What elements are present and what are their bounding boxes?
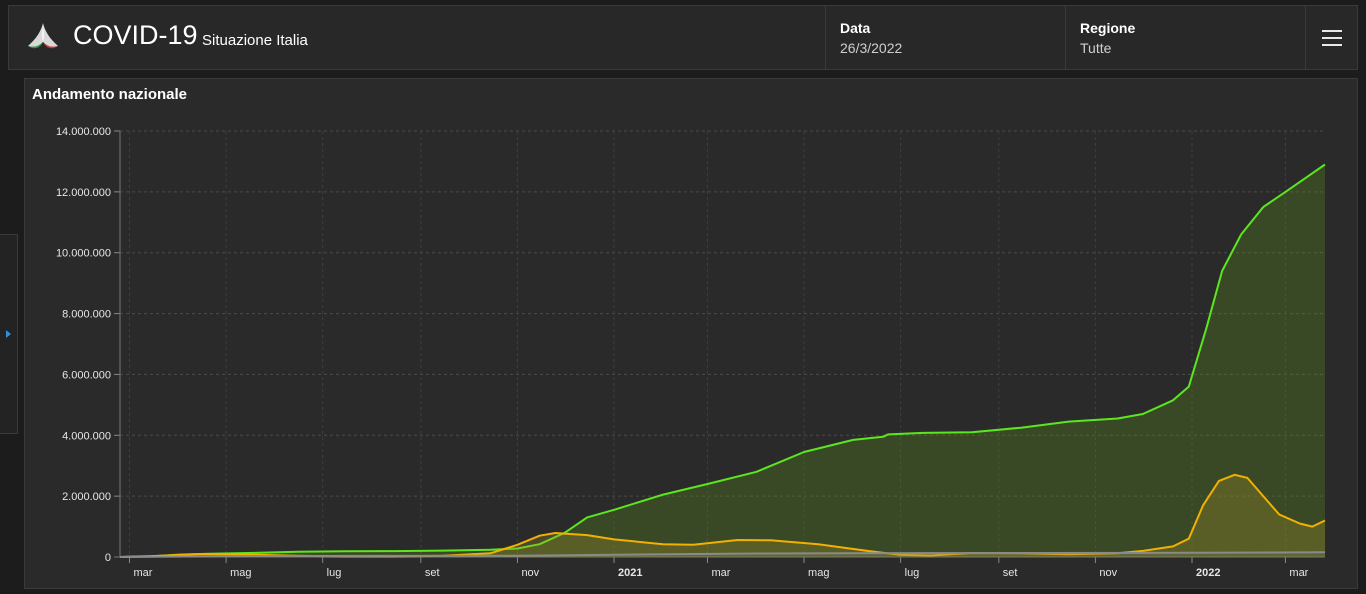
x-tick-label: mar [711,567,730,579]
date-label: Data [840,20,871,36]
region-panel[interactable]: Regione Tutte [1065,6,1305,69]
x-tick-label: set [425,567,440,579]
app-subtitle: Situazione Italia [202,32,308,49]
region-label: Regione [1080,20,1136,36]
x-tick-label: mar [1289,567,1308,579]
x-tick-label: mag [230,567,251,579]
header-bar: COVID-19 Situazione Italia Data 26/3/202… [8,5,1358,70]
x-tick-label: 2021 [618,567,642,579]
protezione-civile-logo [28,23,58,49]
y-tick-label: 2.000.000 [62,491,111,503]
series-2-line [119,551,1326,558]
series-1-area [120,474,1325,557]
date-panel[interactable]: Data 26/3/2022 [825,6,1065,69]
chart-panel: 0 2.000.000 4.000.000 6.000.000 8.000.000 10.… [24,78,1358,589]
region-value[interactable]: Tutte [1080,40,1112,56]
y-tick-label: 4.000.000 [62,430,111,442]
y-tick-label: 10.000.000 [56,248,111,260]
x-tick-label: lug [327,567,342,579]
chart-svg: 0 2.000.000 4.000.000 6.000.000 8.000.000 10.… [56,126,1326,579]
x-tick-label: 2022 [1196,567,1220,579]
x-tick-label: nov [521,567,539,579]
y-tick-label: 12.000.000 [56,187,111,199]
y-tick-label: 6.000.000 [62,369,111,381]
date-value[interactable]: 26/3/2022 [840,40,903,56]
menu-button[interactable] [1305,6,1358,69]
y-tick-label: 8.000.000 [62,309,111,321]
y-tick-label: 0 [105,552,111,564]
triangle-right-icon [6,330,11,338]
hamburger-menu-icon[interactable] [1322,30,1342,46]
x-tick-label: mar [134,567,153,579]
x-tick-label: nov [1099,567,1117,579]
x-tick-label: mag [808,567,829,579]
sidebar-toggle[interactable] [0,234,18,434]
chart-title: Andamento nazionale [32,86,188,103]
series-0-area [120,164,1325,557]
series-0-line [119,163,1326,558]
y-tick-label: 14.000.000 [56,126,111,138]
x-tick-label: set [1003,567,1018,579]
app-title: COVID-19 [73,20,198,50]
x-tick-label: lug [905,567,920,579]
